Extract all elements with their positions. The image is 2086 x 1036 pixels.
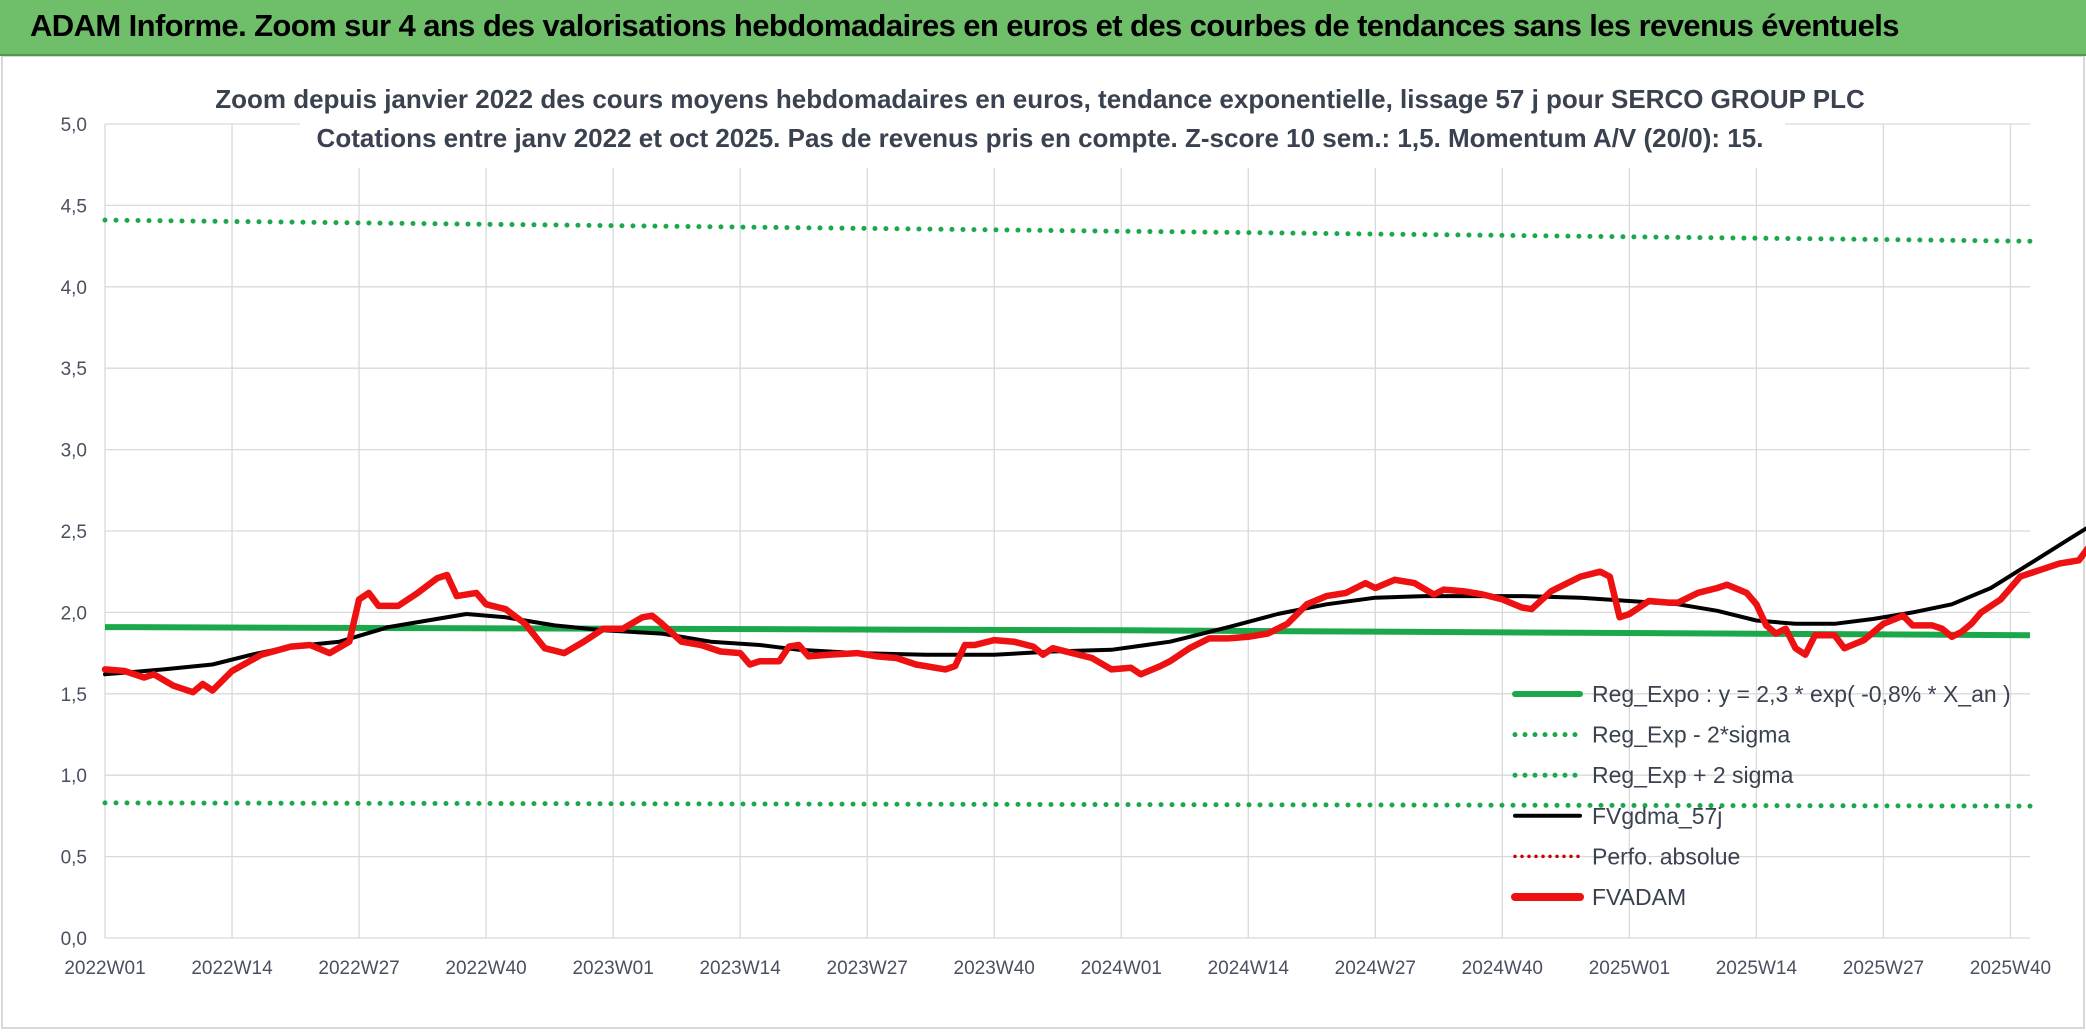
x-tick-label: 2023W27: [827, 958, 908, 979]
series-group: [101, 217, 2086, 809]
y-tick-label: 1,5: [61, 685, 87, 706]
x-tick-label: 2022W14: [191, 958, 273, 979]
chart-title-line-1: Zoom depuis janvier 2022 des cours moyen…: [215, 84, 1865, 114]
series-reg-expo: [104, 624, 2031, 639]
header-bar: ADAM Informe. Zoom sur 4 ans des valoris…: [0, 0, 2086, 56]
x-tick-label: 2022W01: [64, 958, 145, 979]
y-tick-label: 4,0: [61, 278, 87, 299]
x-tick-label: 2025W40: [1970, 958, 2051, 979]
x-tick-label: 2025W01: [1589, 958, 1670, 979]
x-tick-label: 2022W40: [445, 958, 526, 979]
x-tick-label: 2023W01: [572, 958, 653, 979]
y-tick-label: 4,5: [61, 196, 87, 217]
x-tick-label: 2025W14: [1716, 958, 1798, 979]
x-tick-label: 2024W27: [1335, 958, 1416, 979]
legend-label: Reg_Exp - 2*sigma: [1592, 722, 1790, 748]
series-fvadam: [101, 545, 2086, 696]
y-axis-ticks: 0,0 0,5 1,0 1,5 2,0 2,5 3,0 3,5 4,0 4,5 5,0: [61, 115, 87, 950]
chart-title: Zoom depuis janvier 2022 des cours moyen…: [215, 78, 1865, 168]
series-reg-exp-plus-2sigma: [102, 217, 2033, 244]
y-tick-label: 2,5: [61, 522, 87, 543]
x-tick-label: 2024W40: [1462, 958, 1543, 979]
y-tick-label: 1,0: [61, 766, 87, 787]
y-tick-label: 0,0: [61, 929, 87, 950]
legend: Reg_Expo : y = 2,3 * exp( -0,8% * X_an )…: [1511, 681, 2011, 910]
chart: 0,0 0,5 1,0 1,5 2,0 2,5 3,0 3,5 4,0 4,5 5,0 2022W0…: [1, 55, 2086, 1029]
x-tick-label: 2024W14: [1208, 958, 1290, 979]
legend-label: Reg_Expo : y = 2,3 * exp( -0,8% * X_an ): [1592, 681, 2011, 707]
chart-title-line-2: Cotations entre janv 2022 et oct 2025. P…: [317, 123, 1764, 153]
legend-label: Perfo. absolue: [1592, 843, 1740, 869]
legend-label: FVgdma_57j: [1592, 803, 1722, 829]
y-tick-label: 5,0: [61, 115, 87, 136]
x-axis-ticks: 2022W01 2022W14 2022W27 2022W40 2023W01 2023W…: [64, 958, 2051, 979]
x-tick-label: 2024W01: [1081, 958, 1162, 979]
page-title: ADAM Informe. Zoom sur 4 ans des valoris…: [30, 8, 1900, 43]
x-tick-label: 2022W27: [318, 958, 399, 979]
y-tick-label: 0,5: [61, 848, 87, 869]
chart-frame: 0,0 0,5 1,0 1,5 2,0 2,5 3,0 3,5 4,0 4,5 5,0 2022W0…: [0, 55, 2086, 1031]
legend-label: Reg_Exp + 2 sigma: [1592, 762, 1794, 788]
x-tick-label: 2023W40: [954, 958, 1035, 979]
legend-label: FVADAM: [1592, 884, 1686, 910]
x-tick-label: 2025W27: [1843, 958, 1924, 979]
y-tick-label: 2,0: [61, 603, 87, 624]
y-tick-label: 3,0: [61, 441, 87, 462]
y-tick-label: 3,5: [61, 359, 87, 380]
x-tick-label: 2023W14: [699, 958, 781, 979]
series-reg-exp-minus-2sigma: [102, 800, 2033, 809]
